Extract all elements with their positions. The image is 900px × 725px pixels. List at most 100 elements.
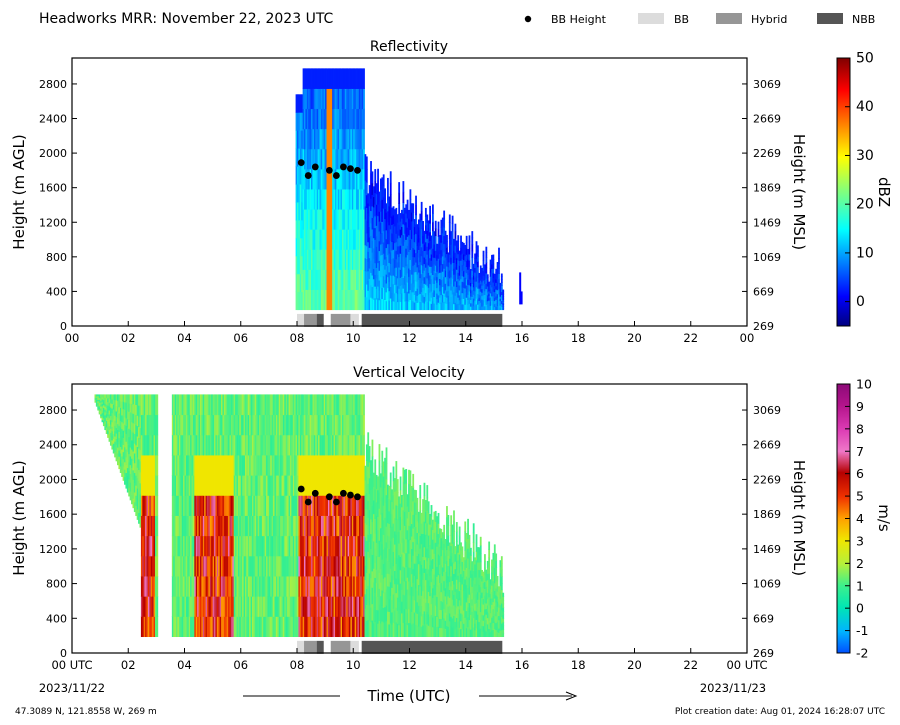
velocity-cell xyxy=(381,497,384,514)
velocity-cell xyxy=(333,575,336,597)
velocity-cell xyxy=(399,529,402,544)
reflectivity-cell xyxy=(382,253,385,266)
reflectivity-cell xyxy=(388,290,391,301)
velocity-cell xyxy=(465,567,468,577)
velocity-cell xyxy=(204,535,206,557)
reflectivity-cell xyxy=(372,247,375,259)
velocity-cell xyxy=(382,563,385,579)
reflectivity-cell xyxy=(361,289,364,311)
velocity-cell xyxy=(450,616,453,627)
reflectivity-cell xyxy=(489,276,492,281)
velocity-cell xyxy=(211,495,214,516)
reflectivity-cell xyxy=(410,238,413,249)
reflectivity-cell xyxy=(325,88,327,110)
reflectivity-cell xyxy=(316,148,319,170)
velocity-cell xyxy=(437,533,440,545)
velocity-cell xyxy=(122,408,125,417)
velocity-cell xyxy=(434,573,437,585)
velocity-cell xyxy=(247,575,250,597)
reflectivity-cell xyxy=(433,257,436,265)
velocity-cell xyxy=(389,540,392,556)
reflectivity-cell xyxy=(391,207,394,217)
velocity-cell xyxy=(399,609,402,624)
reflectivity-cell xyxy=(353,249,356,270)
velocity-cell xyxy=(254,434,257,456)
velocity-cell xyxy=(105,394,108,399)
velocity-cell xyxy=(467,616,469,628)
velocity-cell xyxy=(437,574,440,586)
velocity-cell xyxy=(184,596,187,617)
reflectivity-cell xyxy=(471,263,474,271)
velocity-cell xyxy=(368,541,371,558)
velocity-cell xyxy=(142,575,145,597)
velocity-cell xyxy=(312,414,315,436)
velocity-cell xyxy=(139,516,142,528)
reflectivity-cell xyxy=(357,269,360,290)
reflectivity-cell xyxy=(385,229,388,240)
reflectivity-cell xyxy=(315,88,318,110)
velocity-cell xyxy=(101,417,104,420)
reflectivity-cell xyxy=(457,278,460,286)
velocity-cell xyxy=(107,405,109,410)
velocity-cell xyxy=(334,596,337,617)
velocity-cell xyxy=(253,555,256,577)
velocity-cell xyxy=(392,608,395,623)
velocity-cell xyxy=(108,417,111,423)
reflectivity-cell xyxy=(451,215,454,224)
velocity-cell xyxy=(356,575,358,597)
reflectivity-cell xyxy=(474,290,476,297)
velocity-cell xyxy=(239,495,242,516)
reflectivity-cell xyxy=(468,278,471,286)
reflectivity-cell xyxy=(319,249,322,270)
velocity-cell xyxy=(143,414,146,436)
velocity-cell xyxy=(259,414,261,436)
velocity-cell xyxy=(447,525,450,536)
velocity-cell xyxy=(229,454,232,476)
reflectivity-cell xyxy=(406,245,409,256)
reflectivity-cell xyxy=(424,207,427,217)
reflectivity-cell xyxy=(496,269,499,275)
reflectivity-cell xyxy=(436,293,439,300)
velocity-cell xyxy=(221,575,223,597)
velocity-cell xyxy=(129,482,132,492)
velocity-cell xyxy=(252,535,254,557)
velocity-cell xyxy=(320,575,323,597)
velocity-cell xyxy=(261,414,264,436)
velocity-cell xyxy=(388,523,391,537)
velocity-cell xyxy=(319,616,322,638)
reflectivity-cell xyxy=(333,209,336,230)
reflectivity-cell xyxy=(316,168,319,190)
velocity-cell xyxy=(318,616,320,638)
velocity-cell xyxy=(208,616,211,638)
reflectivity-cell xyxy=(381,177,384,189)
velocity-cell xyxy=(405,594,408,610)
reflectivity-cell xyxy=(447,281,450,287)
velocity-cell xyxy=(340,495,343,516)
reflectivity-cell xyxy=(333,229,336,250)
velocity-cell xyxy=(101,414,104,418)
velocity-cell xyxy=(263,535,266,557)
reflectivity-cell xyxy=(322,108,325,130)
velocity-cell xyxy=(122,458,125,467)
velocity-cell xyxy=(468,543,471,553)
reflectivity-cell xyxy=(349,88,351,110)
reflectivity-cell xyxy=(367,232,370,243)
reflectivity-cell xyxy=(467,289,469,295)
reflectivity-cell xyxy=(460,272,462,280)
reflectivity-cell xyxy=(484,283,486,288)
velocity-cell xyxy=(468,628,471,638)
velocity-cell xyxy=(139,438,142,451)
velocity-cell xyxy=(261,434,264,456)
velocity-cell xyxy=(468,560,471,570)
reflectivity-cell xyxy=(349,249,351,270)
reflectivity-cell xyxy=(343,289,346,311)
reflectivity-cell xyxy=(493,285,496,290)
velocity-cell xyxy=(398,531,401,544)
colorbar-tick-label: 50 xyxy=(856,51,874,67)
velocity-cell xyxy=(268,535,271,557)
velocity-cell xyxy=(278,575,281,597)
reflectivity-cell xyxy=(299,219,302,239)
reflectivity-cell xyxy=(378,191,381,202)
reflectivity-cell xyxy=(443,235,446,245)
reflectivity-cell xyxy=(356,289,358,311)
